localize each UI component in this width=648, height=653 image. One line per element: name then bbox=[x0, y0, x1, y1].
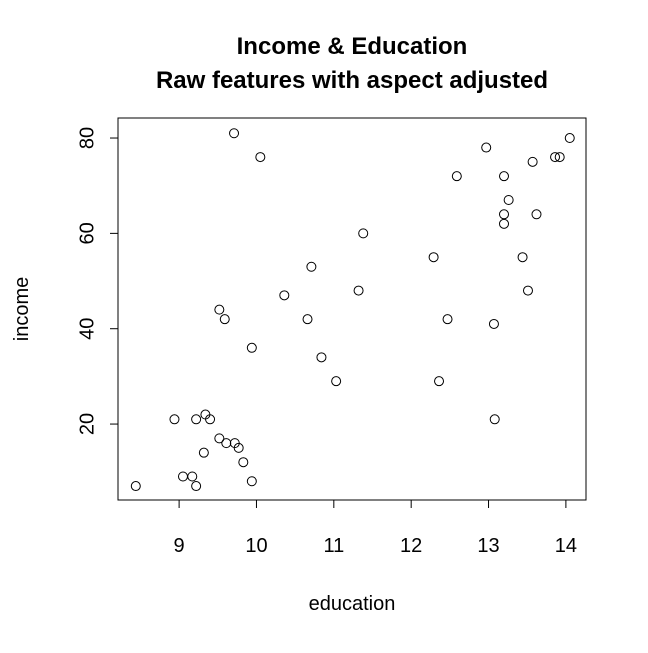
point bbox=[527, 156, 538, 167]
point bbox=[499, 218, 510, 229]
point bbox=[169, 414, 180, 425]
point bbox=[481, 142, 492, 153]
point bbox=[358, 228, 369, 239]
point bbox=[489, 414, 500, 425]
point bbox=[229, 128, 240, 139]
point bbox=[331, 376, 342, 387]
point bbox=[353, 285, 364, 296]
point bbox=[488, 318, 499, 329]
point bbox=[238, 457, 249, 468]
point bbox=[522, 285, 533, 296]
x-tick-label: 9 bbox=[174, 535, 185, 557]
point bbox=[205, 414, 216, 425]
point bbox=[246, 342, 257, 353]
point bbox=[428, 252, 439, 263]
point bbox=[233, 442, 244, 453]
x-tick-label: 14 bbox=[555, 535, 577, 557]
x-tick-label: 13 bbox=[477, 535, 499, 557]
x-tick-label: 11 bbox=[323, 535, 344, 557]
point bbox=[503, 194, 514, 205]
point bbox=[499, 209, 510, 220]
y-tick-label: 60 bbox=[76, 222, 98, 244]
x-axis-label: education bbox=[309, 593, 396, 615]
point bbox=[255, 152, 266, 163]
point bbox=[434, 376, 445, 387]
point bbox=[451, 171, 462, 182]
x-tick-label: 12 bbox=[400, 535, 422, 557]
point bbox=[219, 314, 230, 325]
point bbox=[564, 133, 575, 144]
point bbox=[442, 314, 453, 325]
chart-title: Income & Education bbox=[237, 33, 468, 60]
point bbox=[187, 471, 198, 482]
point bbox=[554, 152, 565, 163]
point bbox=[130, 481, 141, 492]
point bbox=[499, 171, 510, 182]
point bbox=[191, 481, 202, 492]
point bbox=[214, 433, 225, 444]
point bbox=[191, 414, 202, 425]
y-axis-label: income bbox=[11, 277, 33, 341]
point bbox=[531, 209, 542, 220]
x-tick-label: 10 bbox=[245, 535, 267, 557]
y-tick-label: 40 bbox=[76, 318, 98, 340]
point bbox=[198, 447, 209, 458]
point bbox=[517, 252, 528, 263]
y-tick-label: 20 bbox=[76, 413, 98, 435]
point bbox=[279, 290, 290, 301]
y-tick-label: 80 bbox=[76, 127, 98, 149]
point bbox=[214, 304, 225, 315]
chart-subtitle: Raw features with aspect adjusted bbox=[156, 67, 548, 94]
point bbox=[306, 261, 317, 272]
point bbox=[316, 352, 327, 363]
point bbox=[246, 476, 257, 487]
point bbox=[550, 152, 561, 163]
point bbox=[302, 314, 313, 325]
